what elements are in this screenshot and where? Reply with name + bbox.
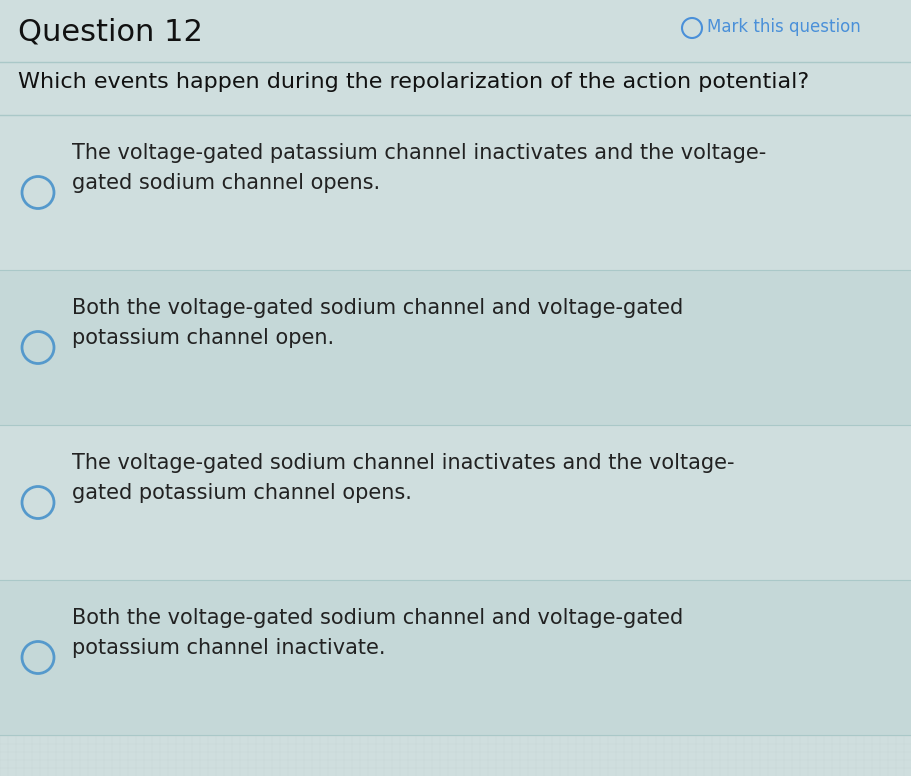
Text: Which events happen during the repolarization of the action potential?: Which events happen during the repolariz… — [18, 72, 808, 92]
Text: Both the voltage-gated sodium channel and voltage-gated
potassium channel open.: Both the voltage-gated sodium channel an… — [72, 298, 682, 348]
Text: Both the voltage-gated sodium channel and voltage-gated
potassium channel inacti: Both the voltage-gated sodium channel an… — [72, 608, 682, 657]
Text: The voltage-gated sodium channel inactivates and the voltage-
gated potassium ch: The voltage-gated sodium channel inactiv… — [72, 453, 733, 503]
Bar — [0, 270, 911, 425]
Bar — [0, 425, 911, 580]
Bar — [0, 0, 911, 115]
Bar — [0, 580, 911, 735]
Text: The voltage-gated patassium channel inactivates and the voltage-
gated sodium ch: The voltage-gated patassium channel inac… — [72, 143, 765, 192]
Text: Question 12: Question 12 — [18, 18, 202, 47]
Bar — [0, 115, 911, 270]
Text: Mark this question: Mark this question — [706, 18, 860, 36]
